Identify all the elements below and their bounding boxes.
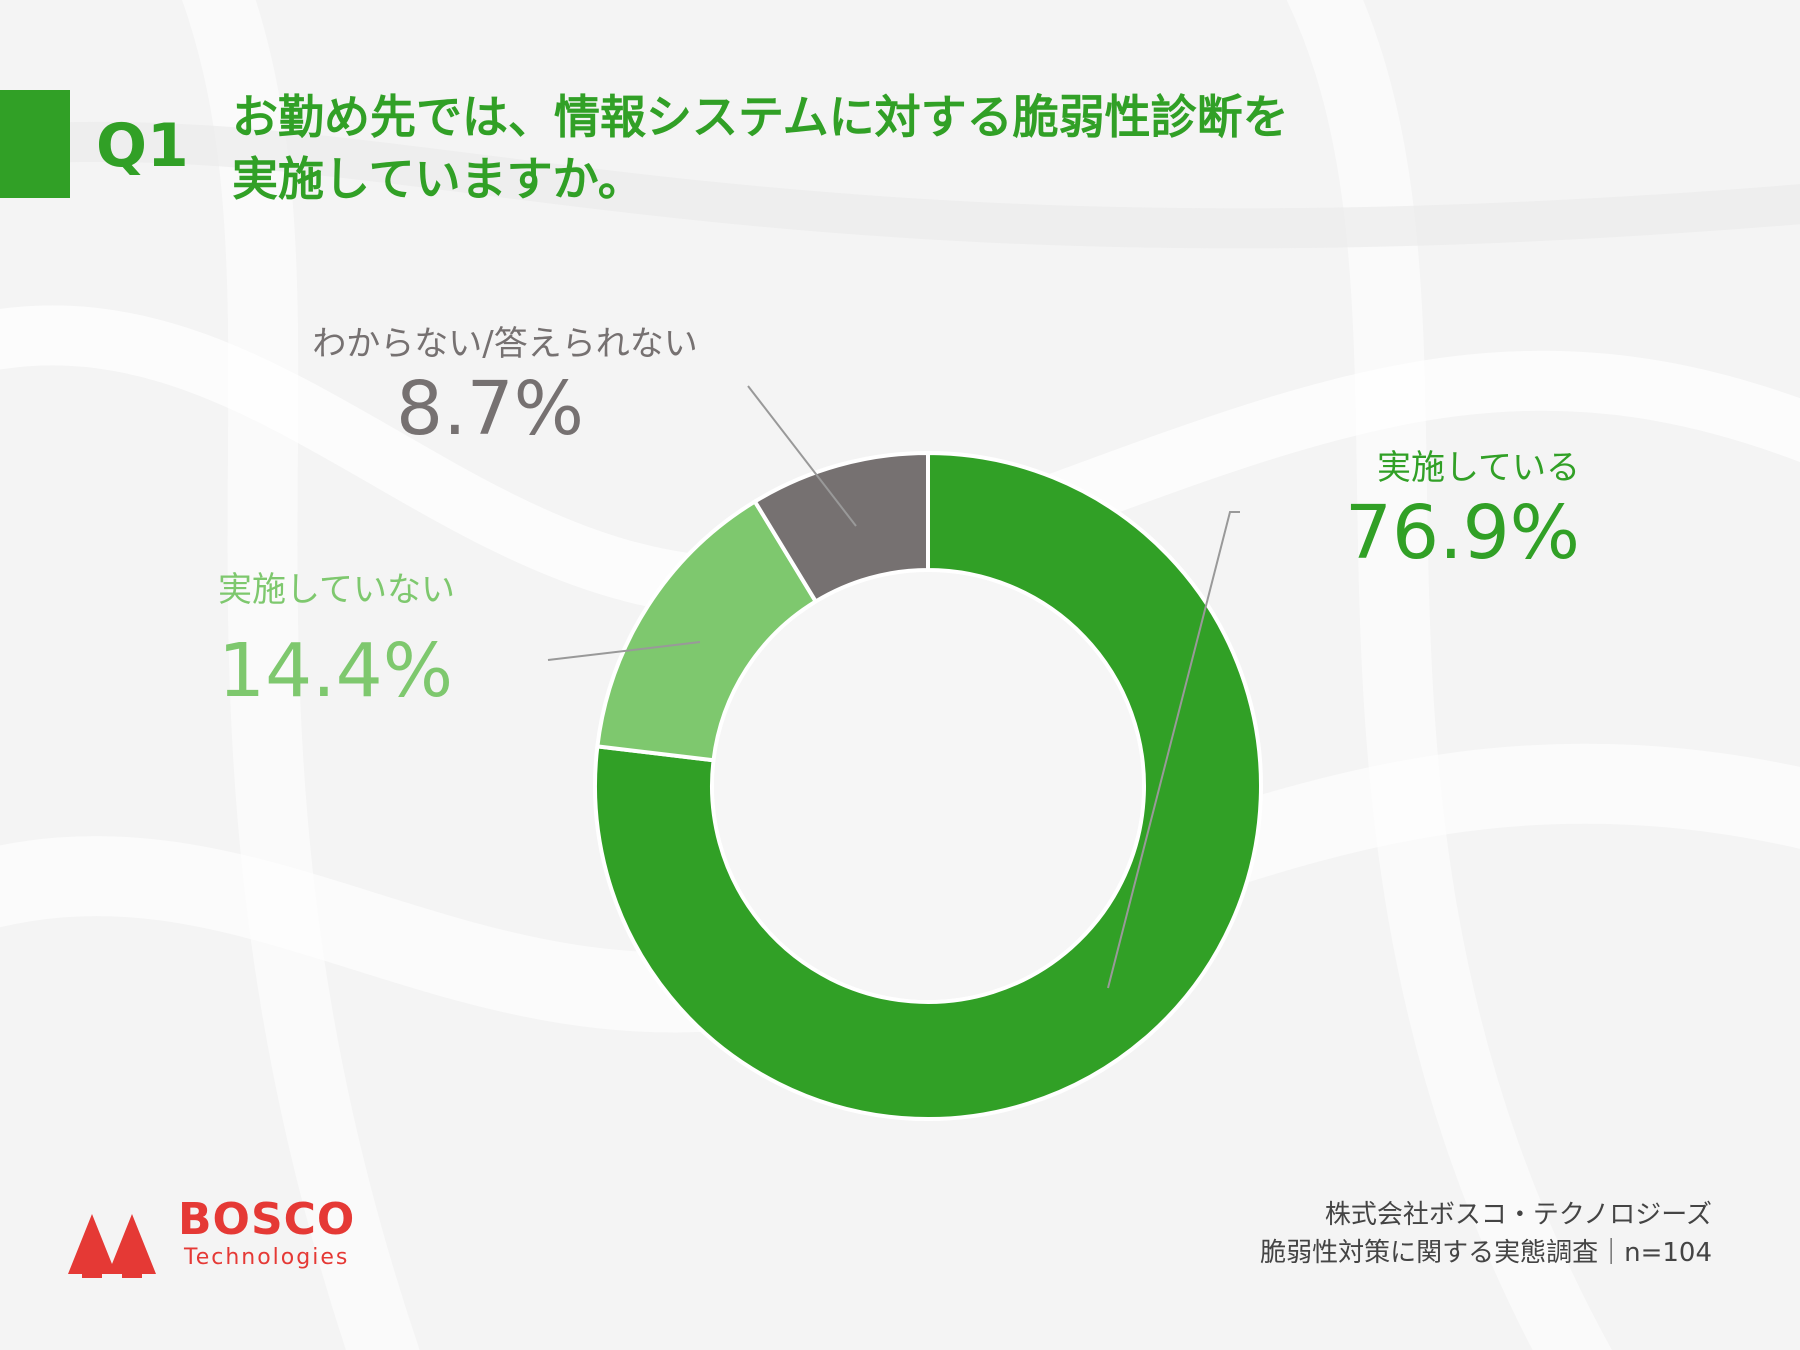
leader-line-1 xyxy=(547,641,701,661)
donut-slice-2 xyxy=(752,450,930,605)
leader-line-2 xyxy=(747,385,857,527)
question-accent-bar xyxy=(0,90,70,198)
footer-survey: 脆弱性対策に関する実態調査｜n=104 xyxy=(1260,1238,1712,1268)
logo-name: BOSCO xyxy=(178,1194,356,1245)
footer-company: 株式会社ボスコ・テクノロジーズ xyxy=(1324,1200,1712,1230)
label-unknown-name: わからない/答えられない xyxy=(312,324,698,364)
question-number: Q1 xyxy=(96,111,189,181)
label-implementing-name: 実施している xyxy=(1377,448,1580,488)
label-not-implementing-name: 実施していない xyxy=(218,570,455,610)
label-unknown: わからない/答えられない 8.7% xyxy=(278,322,732,452)
footer: 株式会社ボスコ・テクノロジーズ 脆弱性対策に関する実態調査｜n=104 xyxy=(1260,1196,1712,1272)
donut-hole xyxy=(714,572,1142,1000)
label-implementing: 実施している 76.9% xyxy=(1345,446,1580,576)
bosco-logo-icon xyxy=(68,1214,156,1278)
logo-sub: Technologies xyxy=(184,1245,350,1270)
label-not-implementing-value: 14.4% xyxy=(218,628,454,714)
label-implementing-value: 76.9% xyxy=(1344,490,1580,576)
donut-slice-0 xyxy=(593,450,1263,1121)
question-title: お勤め先では、情報システムに対する脆弱性診断を 実施していますか。 xyxy=(232,86,1632,210)
label-unknown-value: 8.7% xyxy=(396,366,584,452)
question-title-line-2: 実施していますか。 xyxy=(232,152,644,206)
label-not-implementing: 実施していない 14.4% xyxy=(218,568,455,714)
question-title-line-1: お勤め先では、情報システムに対する脆弱性診断を xyxy=(232,90,1289,144)
leader-line-0 xyxy=(1107,511,1240,989)
